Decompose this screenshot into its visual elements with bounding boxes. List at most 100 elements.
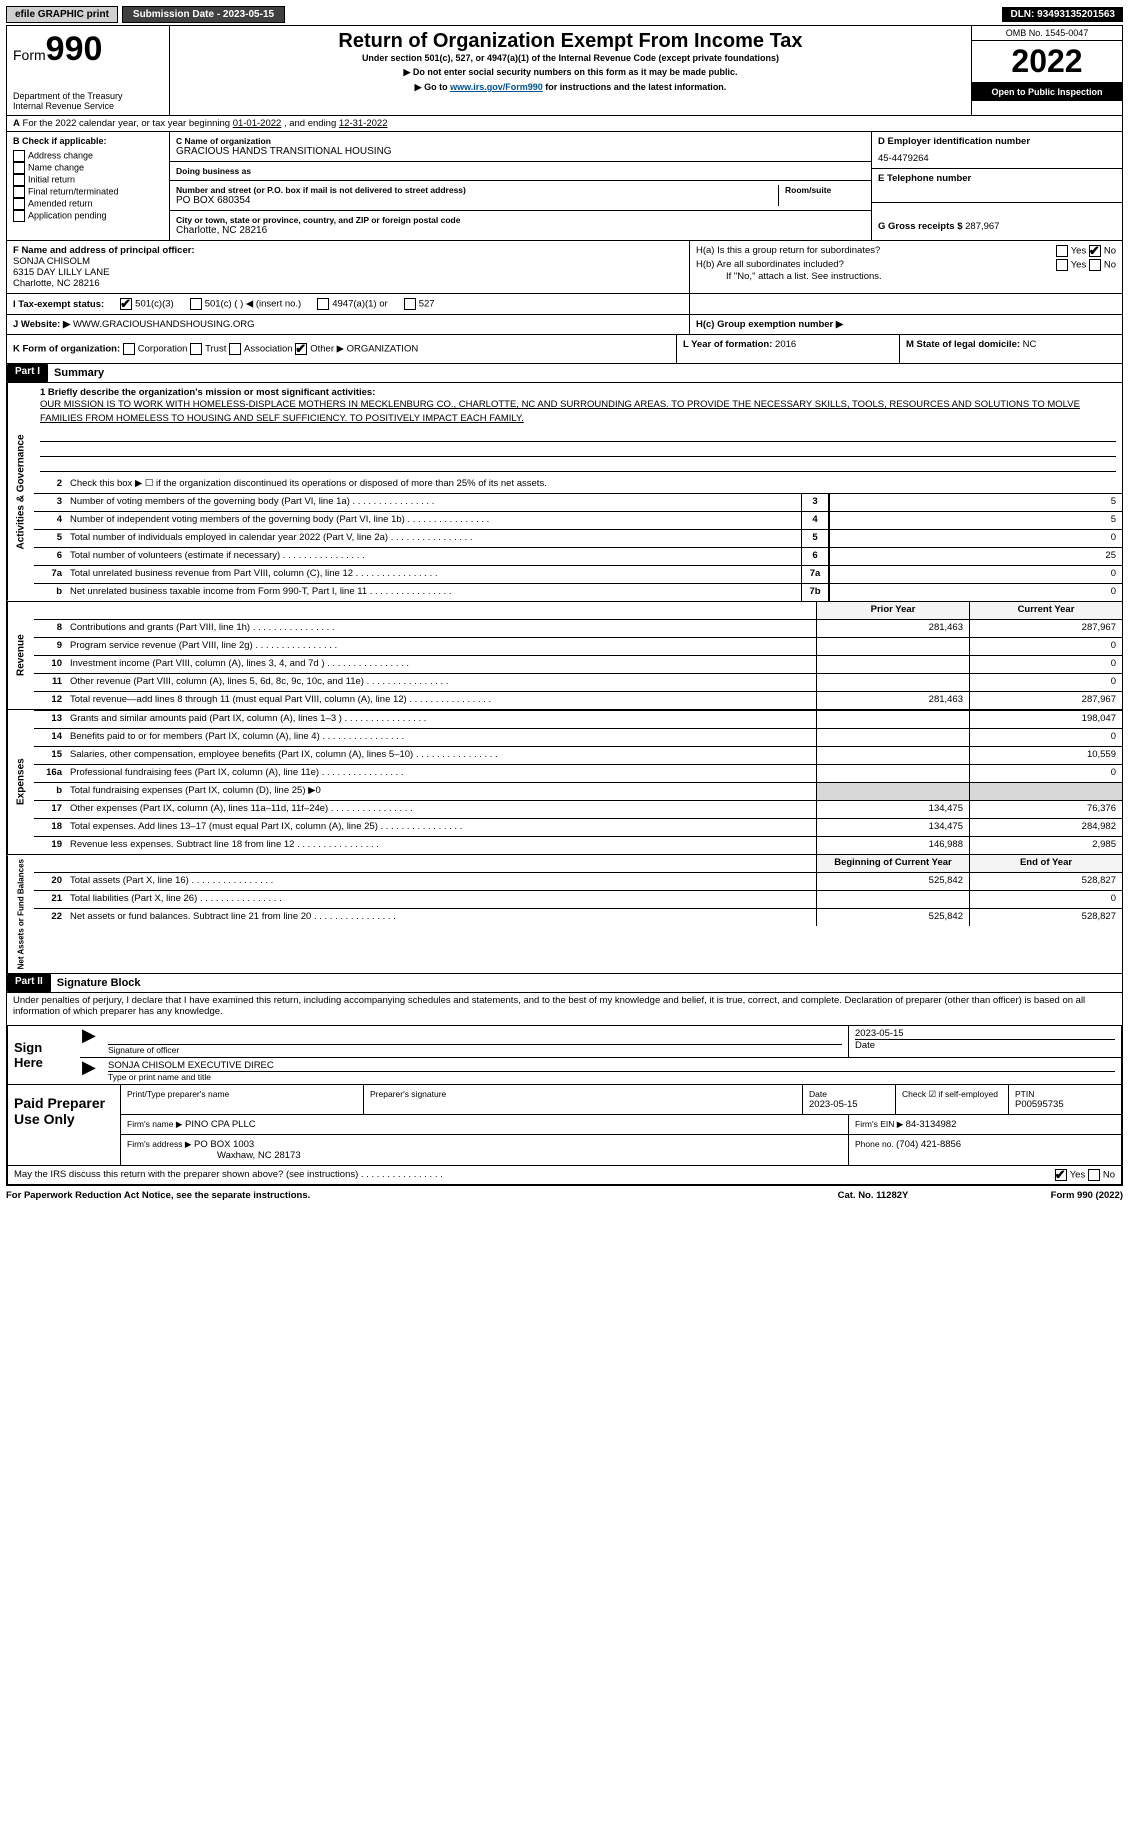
self-employed-check[interactable]: Check ☑ if self-employed bbox=[902, 1089, 1002, 1100]
year-formation: 2016 bbox=[775, 339, 796, 350]
top-toolbar: efile GRAPHIC print Submission Date - 20… bbox=[6, 6, 1123, 23]
hb-label: H(b) Are all subordinates included? bbox=[696, 259, 844, 271]
sig-officer-cap: Signature of officer bbox=[108, 1045, 842, 1055]
firm-addr2: Waxhaw, NC 28173 bbox=[127, 1150, 842, 1161]
phone-value bbox=[878, 184, 1116, 198]
cat-no: Cat. No. 11282Y bbox=[773, 1190, 973, 1201]
mission-label: 1 Briefly describe the organization's mi… bbox=[40, 387, 375, 398]
beginning-year-hdr: Beginning of Current Year bbox=[816, 855, 969, 872]
chk-trust[interactable] bbox=[190, 343, 202, 355]
officer-name: SONJA CHISOLM bbox=[13, 256, 683, 267]
form-org-label: K Form of organization: bbox=[13, 344, 120, 355]
mission-text: OUR MISSION IS TO WORK WITH HOMELESS-DIS… bbox=[40, 398, 1116, 427]
current-year-hdr: Current Year bbox=[969, 602, 1122, 619]
officer-label: F Name and address of principal officer: bbox=[13, 245, 195, 256]
summary-row: 22Net assets or fund balances. Subtract … bbox=[34, 908, 1122, 926]
ein-value: 45-4479264 bbox=[878, 153, 1116, 164]
summary-row: 20Total assets (Part X, line 16)525,8425… bbox=[34, 872, 1122, 890]
chk-other[interactable] bbox=[295, 343, 307, 355]
chk-4947[interactable] bbox=[317, 298, 329, 310]
summary-row: 10Investment income (Part VIII, column (… bbox=[34, 655, 1122, 673]
summary-row: 11Other revenue (Part VIII, column (A), … bbox=[34, 673, 1122, 691]
summary-row: 4Number of independent voting members of… bbox=[34, 511, 1122, 529]
hb-no[interactable] bbox=[1089, 259, 1101, 271]
chk-final-return[interactable] bbox=[13, 186, 25, 198]
gross-receipts-label: G Gross receipts $ bbox=[878, 221, 965, 232]
chk-corp[interactable] bbox=[123, 343, 135, 355]
hc-label: H(c) Group exemption number ▶ bbox=[696, 319, 843, 330]
website-label: J Website: ▶ bbox=[13, 319, 70, 330]
open-inspection: Open to Public Inspection bbox=[972, 83, 1122, 101]
form-title: Return of Organization Exempt From Incom… bbox=[176, 30, 965, 53]
irs-link[interactable]: www.irs.gov/Form990 bbox=[450, 82, 543, 92]
form-footer: Form 990 (2022) bbox=[973, 1190, 1123, 1201]
perjury-declaration: Under penalties of perjury, I declare th… bbox=[7, 993, 1122, 1019]
summary-row: 18Total expenses. Add lines 13–17 (must … bbox=[34, 818, 1122, 836]
chk-assoc[interactable] bbox=[229, 343, 241, 355]
discuss-no[interactable] bbox=[1088, 1169, 1100, 1181]
city-label: City or town, state or province, country… bbox=[176, 215, 865, 225]
website-value: WWW.GRACIOUSHANDSHOUSING.ORG bbox=[73, 319, 255, 330]
chk-501c[interactable] bbox=[190, 298, 202, 310]
prior-year-hdr: Prior Year bbox=[816, 602, 969, 619]
sig-date-value: 2023-05-15 bbox=[855, 1028, 1115, 1039]
summary-row: 15Salaries, other compensation, employee… bbox=[34, 746, 1122, 764]
summary-row: 16aProfessional fundraising fees (Part I… bbox=[34, 764, 1122, 782]
part-2-header: Part II bbox=[7, 974, 51, 992]
chk-527[interactable] bbox=[404, 298, 416, 310]
end-year-hdr: End of Year bbox=[969, 855, 1122, 872]
street-value: PO BOX 680354 bbox=[176, 195, 778, 206]
chk-501c3[interactable] bbox=[120, 298, 132, 310]
tax-year: 2022 bbox=[972, 41, 1122, 83]
firm-ein: 84-3134982 bbox=[906, 1119, 957, 1130]
discuss-question: May the IRS discuss this return with the… bbox=[14, 1169, 1055, 1180]
subtitle-2: ▶ Do not enter social security numbers o… bbox=[176, 67, 965, 78]
part-1-title: Summary bbox=[48, 364, 110, 382]
summary-row: 6Total number of volunteers (estimate if… bbox=[34, 547, 1122, 565]
summary-row: 8Contributions and grants (Part VIII, li… bbox=[34, 619, 1122, 637]
summary-row: 19Revenue less expenses. Subtract line 1… bbox=[34, 836, 1122, 854]
firm-name: PINO CPA PLLC bbox=[185, 1119, 256, 1130]
org-name: GRACIOUS HANDS TRANSITIONAL HOUSING bbox=[176, 146, 865, 157]
officer-addr2: Charlotte, NC 28216 bbox=[13, 278, 683, 289]
ha-no[interactable] bbox=[1089, 245, 1101, 257]
street-label: Number and street (or P.O. box if mail i… bbox=[176, 185, 778, 195]
side-revenue: Revenue bbox=[7, 602, 34, 709]
dln-label: DLN: 93493135201563 bbox=[1002, 7, 1123, 22]
efile-button[interactable]: efile GRAPHIC print bbox=[6, 6, 118, 23]
firm-addr1: PO BOX 1003 bbox=[194, 1139, 254, 1150]
ha-yes[interactable] bbox=[1056, 245, 1068, 257]
hb-yes[interactable] bbox=[1056, 259, 1068, 271]
chk-amended-return[interactable] bbox=[13, 198, 25, 210]
side-activities-governance: Activities & Governance bbox=[7, 383, 34, 601]
col-b-checkboxes: B Check if applicable: Address change Na… bbox=[7, 132, 170, 240]
form-number: 990 bbox=[46, 30, 103, 68]
ptin-value: P00595735 bbox=[1015, 1099, 1115, 1110]
room-label: Room/suite bbox=[785, 185, 865, 195]
ein-label: D Employer identification number bbox=[878, 136, 1030, 147]
chk-name-change[interactable] bbox=[13, 162, 25, 174]
paid-preparer-label: Paid Preparer Use Only bbox=[8, 1085, 121, 1165]
gross-receipts-value: 287,967 bbox=[965, 221, 999, 232]
state-domicile: NC bbox=[1023, 339, 1037, 350]
pra-notice: For Paperwork Reduction Act Notice, see … bbox=[6, 1190, 773, 1201]
subtitle-3: ▶ Go to www.irs.gov/Form990 for instruct… bbox=[176, 82, 965, 93]
dept-treasury: Department of the Treasury bbox=[13, 91, 163, 101]
chk-initial-return[interactable] bbox=[13, 174, 25, 186]
dba-label: Doing business as bbox=[176, 166, 865, 176]
omb-number: OMB No. 1545-0047 bbox=[972, 26, 1122, 41]
subtitle-1: Under section 501(c), 527, or 4947(a)(1)… bbox=[176, 53, 965, 63]
side-net-assets: Net Assets or Fund Balances bbox=[7, 855, 34, 973]
hb-note: If "No," attach a list. See instructions… bbox=[696, 271, 1116, 282]
line-a-tax-year: A For the 2022 calendar year, or tax yea… bbox=[7, 116, 1122, 132]
submission-date-button[interactable]: Submission Date - 2023-05-15 bbox=[122, 6, 285, 23]
chk-address-change[interactable] bbox=[13, 150, 25, 162]
dept-irs: Internal Revenue Service bbox=[13, 101, 163, 111]
ha-label: H(a) Is this a group return for subordin… bbox=[696, 245, 880, 257]
chk-app-pending[interactable] bbox=[13, 210, 25, 222]
phone-label: E Telephone number bbox=[878, 173, 971, 184]
summary-row: 13Grants and similar amounts paid (Part … bbox=[34, 710, 1122, 728]
summary-row: 12Total revenue—add lines 8 through 11 (… bbox=[34, 691, 1122, 709]
summary-row: 5Total number of individuals employed in… bbox=[34, 529, 1122, 547]
discuss-yes[interactable] bbox=[1055, 1169, 1067, 1181]
